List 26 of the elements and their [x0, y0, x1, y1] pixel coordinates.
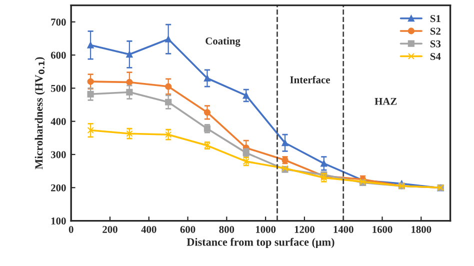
x-tick-label: 1600	[372, 226, 392, 233]
x-tick-label: 600	[180, 226, 196, 233]
x-tick-label: 1800	[412, 226, 432, 233]
legend-label: S2	[430, 28, 440, 35]
y-tick-label: 100	[51, 217, 66, 224]
x-tick-label: 200	[102, 226, 118, 233]
y-tick-label: 300	[51, 151, 66, 158]
legend-label: S3	[430, 40, 441, 48]
annotation: Interface	[290, 76, 330, 84]
legend-label: S4	[430, 52, 441, 60]
x-tick-label: 1400	[334, 226, 354, 233]
y-tick-label: 200	[51, 184, 66, 192]
annotation: Coating	[206, 37, 240, 47]
y-tick-label: 400	[50, 118, 66, 126]
y-tick-label: 500	[51, 84, 66, 92]
x-tick-label: 1000	[256, 226, 276, 233]
annotation: HAZ	[374, 98, 397, 105]
x-tick-label: 400	[141, 226, 156, 233]
x-tick-label: 1200	[294, 226, 314, 233]
legend-label: S1	[430, 15, 440, 22]
x-tick-label: 800	[219, 226, 234, 233]
y-tick-label: 600	[50, 52, 66, 59]
x-tick-label: 0	[68, 226, 74, 233]
y-tick-label: 700	[51, 18, 66, 26]
y-axis-title: Microhardness (HV$_{0.1}$)	[34, 57, 45, 170]
x-axis-title: Distance from top surface (μm)	[186, 238, 334, 248]
